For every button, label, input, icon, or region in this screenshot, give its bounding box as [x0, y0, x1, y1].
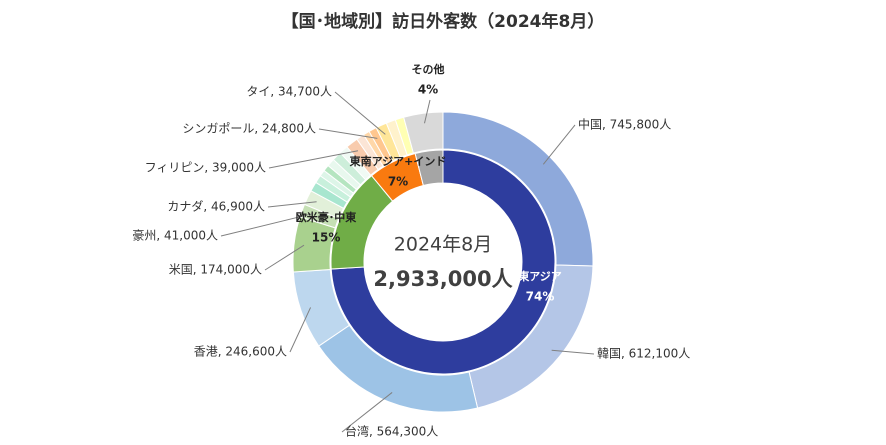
- category-label: 東アジア: [518, 269, 562, 283]
- center-label: 2024年8月: [394, 234, 492, 256]
- data-label: フィリピン, 39,000人: [145, 161, 266, 175]
- leader-line: [268, 150, 359, 169]
- category-label: 東南アジア+インド: [350, 154, 447, 168]
- leader-line: [318, 128, 378, 139]
- leader-line: [267, 201, 317, 208]
- data-label: カナダ, 46,900人: [167, 199, 265, 214]
- category-label: その他: [412, 62, 445, 76]
- leader-line: [220, 213, 312, 237]
- data-label: 豪州, 41,000人: [132, 228, 218, 243]
- data-label: 4%: [418, 83, 438, 97]
- leader-line: [542, 124, 576, 165]
- data-label: 74%: [526, 290, 555, 304]
- data-label: 台湾, 564,300人: [345, 424, 438, 439]
- outer-slice: [403, 111, 444, 154]
- data-label: 中国, 745,800人: [578, 117, 671, 132]
- data-label: 韓国, 612,100人: [597, 347, 690, 361]
- inner-slice: [414, 149, 444, 187]
- leader-line: [264, 244, 305, 271]
- leader-line: [289, 307, 312, 353]
- center-label: 2,933,000人: [373, 267, 512, 291]
- leader-line: [341, 392, 393, 433]
- data-label: シンガポール, 24,800人: [182, 122, 316, 136]
- category-label: 欧米豪･中東: [296, 210, 357, 224]
- inner-slice: [330, 149, 556, 375]
- leader-line: [334, 91, 386, 135]
- leader-line: [424, 99, 431, 124]
- data-label: 米国, 174,000人: [169, 263, 262, 277]
- data-label: 15%: [312, 231, 341, 245]
- data-label: 7%: [388, 175, 408, 189]
- data-label: タイ, 34,700人: [246, 85, 332, 99]
- chart-title: 【国･地域別】訪日外客数（2024年8月）: [282, 11, 605, 32]
- leader-line: [551, 349, 595, 355]
- data-label: 香港, 246,600人: [194, 345, 287, 359]
